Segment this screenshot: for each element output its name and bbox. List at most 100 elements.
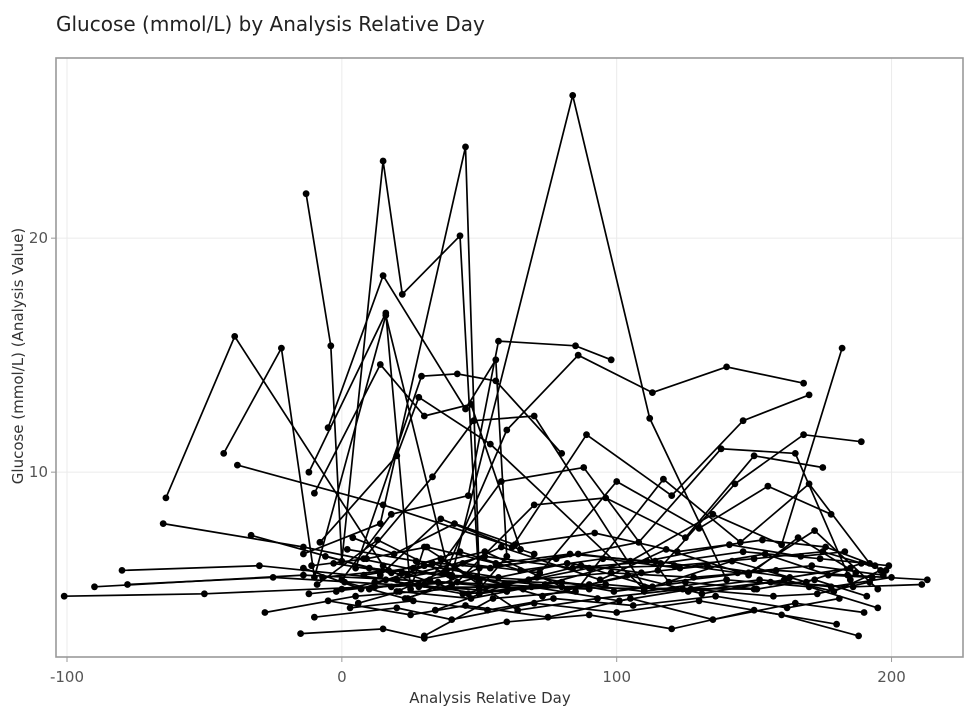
data-point — [159, 520, 167, 527]
data-point — [871, 562, 879, 570]
data-point — [467, 400, 475, 408]
data-point — [808, 562, 816, 570]
data-point — [517, 546, 524, 553]
series-line-35 — [341, 578, 879, 609]
data-point — [739, 548, 747, 556]
data-point — [855, 632, 862, 640]
data-point — [278, 344, 285, 352]
data-point — [778, 611, 785, 619]
series-line-33 — [314, 599, 859, 637]
grid-layer — [56, 58, 963, 657]
data-point — [162, 494, 170, 502]
data-point — [668, 492, 676, 499]
data-point — [374, 536, 381, 544]
data-point — [313, 581, 321, 588]
data-point — [324, 597, 332, 605]
data-point — [528, 583, 535, 591]
data-point — [302, 190, 310, 198]
data-point — [544, 613, 552, 621]
data-point — [800, 379, 807, 387]
data-point — [511, 541, 519, 549]
data-point — [731, 480, 739, 488]
data-point — [852, 569, 860, 577]
data-point — [247, 531, 255, 539]
data-point — [624, 571, 632, 579]
data-point — [539, 592, 546, 600]
series-line-11 — [305, 160, 508, 592]
data-point — [470, 417, 478, 425]
chart-title: Glucose (mmol/L) by Analysis Relative Da… — [56, 12, 485, 36]
data-point — [572, 342, 579, 350]
data-point — [398, 290, 406, 298]
series-line-46 — [350, 595, 840, 612]
series-line-17 — [341, 340, 612, 581]
data-point — [401, 595, 409, 602]
data-point — [780, 576, 788, 584]
x-tick-label: 100 — [602, 668, 631, 686]
data-point — [420, 562, 428, 570]
data-point — [437, 515, 445, 523]
data-point — [311, 574, 318, 581]
data-point — [830, 588, 838, 595]
data-point — [745, 571, 752, 579]
data-point — [453, 370, 461, 378]
data-point — [316, 538, 324, 546]
data-point — [646, 414, 654, 422]
data-point — [456, 232, 464, 240]
data-point — [791, 599, 799, 607]
data-point — [91, 583, 98, 591]
data-point — [379, 625, 387, 633]
series-line-20 — [369, 95, 728, 590]
data-point — [124, 581, 131, 588]
data-point — [844, 571, 851, 579]
data-point — [874, 585, 882, 593]
data-point — [885, 562, 893, 570]
data-point — [459, 590, 467, 598]
data-point — [451, 520, 458, 527]
data-point — [629, 602, 637, 609]
data-point — [261, 609, 269, 616]
data-point — [456, 548, 464, 556]
data-point — [462, 143, 469, 151]
data-point — [382, 576, 390, 584]
data-point — [585, 611, 593, 619]
data-point — [440, 569, 447, 577]
data-point — [772, 567, 780, 574]
data-point — [495, 337, 502, 345]
x-tick-label: 200 — [877, 668, 906, 686]
series-line-34 — [327, 597, 865, 621]
series-line-32 — [300, 609, 837, 640]
data-point — [343, 546, 351, 553]
data-point — [846, 564, 854, 572]
data-point — [448, 616, 456, 623]
data-point — [220, 450, 228, 457]
data-point — [311, 613, 318, 621]
data-point — [759, 536, 766, 544]
data-point — [712, 592, 719, 600]
data-point — [563, 560, 571, 567]
data-point — [445, 571, 453, 579]
data-point — [418, 372, 425, 380]
data-point — [118, 567, 126, 574]
data-point — [60, 592, 68, 600]
data-point — [379, 562, 387, 570]
data-point — [305, 590, 313, 598]
data-point — [324, 424, 332, 432]
data-point — [660, 475, 667, 483]
data-point — [420, 634, 428, 642]
data-point — [393, 604, 401, 612]
data-point — [497, 478, 505, 485]
data-point — [349, 534, 357, 542]
data-point — [726, 541, 733, 549]
data-point — [863, 592, 871, 600]
data-point — [382, 309, 390, 317]
data-point — [918, 581, 926, 588]
data-point — [357, 585, 365, 593]
data-point — [305, 468, 313, 476]
data-point — [822, 543, 829, 551]
data-point — [616, 597, 623, 605]
data-point — [486, 440, 494, 448]
data-point — [704, 562, 711, 570]
data-point — [717, 445, 725, 453]
